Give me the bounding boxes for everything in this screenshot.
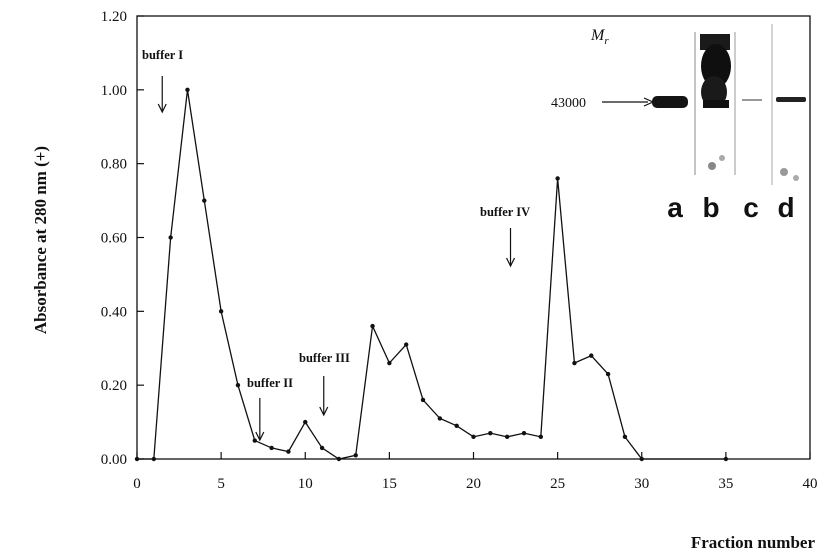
data-point [269,445,274,451]
data-point [134,456,140,462]
x-tick-label: 20 [466,476,481,492]
data-point [202,198,207,203]
data-point [319,445,325,451]
buffer-label: buffer IV [480,205,530,219]
data-point [303,419,308,425]
x-axis: 0 5 10 15 20 25 30 35 40 [133,452,818,492]
data-point [639,456,644,462]
data-point [555,176,560,181]
gel-lane-a [652,96,688,108]
x-tick-label: 30 [634,476,649,492]
buffer-arrowhead [255,431,265,442]
data-point [454,423,459,428]
lane-label-c: c [743,192,759,223]
data-point [151,456,157,462]
data-point [521,430,527,436]
data-point [471,434,476,440]
data-point [235,382,241,388]
y-tick-label: 0.40 [101,304,127,320]
inset-marker-label: 43000 [551,96,586,111]
y-tick-label: 0.00 [101,452,127,468]
buffer-label: buffer III [299,351,350,365]
data-point [185,87,190,93]
y-tick-label: 1.20 [101,9,127,25]
buffer-label: buffer II [247,376,293,390]
data-point [605,371,611,377]
data-point [370,323,375,329]
data-point [538,434,543,440]
y-tick-label: 0.80 [101,157,127,173]
data-point [286,449,291,454]
data-point [488,430,493,436]
series-line [137,89,726,460]
data-point [168,235,173,240]
buffer-arrowhead [157,103,167,114]
data-point [437,416,443,421]
data-point [723,456,729,462]
x-tick-label: 25 [550,476,565,492]
y-tick-label: 0.60 [101,231,127,247]
lane-label-b: b [702,192,719,223]
x-tick-label: 35 [718,476,733,492]
buffer-arrowhead [505,257,516,268]
data-point [572,360,577,366]
data-point [218,309,224,314]
data-point [404,342,409,347]
data-point [252,438,257,443]
data-point [420,397,426,403]
gel-inset: Mr 43000 a b c d [551,24,806,223]
data-point [387,360,392,366]
buffer-label: buffer I [142,48,183,62]
buffer-arrowhead [319,406,329,417]
absorbance-series [134,87,729,462]
y-tick-label: 0.20 [101,378,127,394]
data-point [504,434,510,440]
x-tick-label: 40 [803,476,818,492]
inset-mr-title: Mr [590,27,609,47]
x-axis-label: Fraction number [691,533,816,552]
y-axis: 0.00 0.20 0.40 0.60 0.80 1.00 1.20 [101,9,144,468]
gel-lane-d [771,24,806,185]
gel-lane-b [694,32,736,175]
data-point [353,453,358,458]
data-point [589,353,594,358]
data-point [622,434,628,440]
lane-label-a: a [667,192,683,223]
y-axis-label: Absorbance at 280 nm (+) [31,146,50,334]
buffer-annotations: buffer I buffer II buffer III buffer IV [142,48,530,442]
data-point [336,456,342,462]
marker-arrow [602,97,655,107]
y-tick-label: 1.00 [101,83,127,99]
x-tick-label: 15 [382,476,397,492]
lane-label-d: d [777,192,794,223]
x-tick-label: 5 [217,476,225,492]
x-tick-label: 0 [133,476,141,492]
x-tick-label: 10 [298,476,313,492]
